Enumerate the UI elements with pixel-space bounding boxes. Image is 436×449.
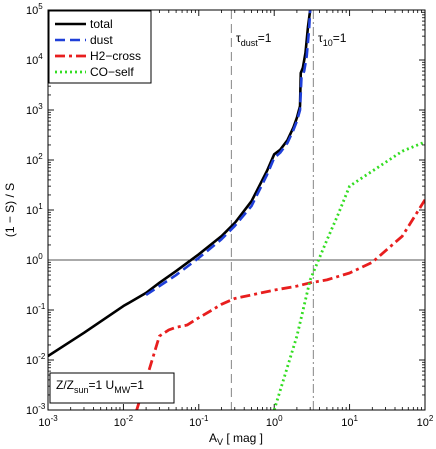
- x-tick-base: 10: [266, 417, 278, 429]
- condition-sub1: sun: [74, 385, 89, 395]
- x-tick-label: 100: [266, 414, 283, 429]
- y-tick-base: 10: [26, 5, 38, 17]
- plot-frame: [47, 9, 426, 411]
- x-tick-base: 10: [38, 417, 50, 429]
- x-tick-base: 10: [341, 417, 353, 429]
- x-tick-label: 10-2: [114, 414, 134, 429]
- condition-text: Z/Zsun=1 UMW=1: [56, 378, 144, 395]
- y-tick-base: 10: [26, 405, 38, 417]
- x-tick-base: 10: [417, 417, 429, 429]
- x-tick-label: 10-1: [189, 414, 209, 429]
- series-line-1: [48, 10, 312, 358]
- y-tick-label: 103: [26, 102, 43, 117]
- y-tick-label: 101: [26, 202, 43, 217]
- legend-label: CO−self: [90, 65, 134, 79]
- legend-entries: total dust H2−cross CO−self: [55, 17, 141, 79]
- y-tick-base: 10: [26, 355, 38, 367]
- series-line-3: [135, 199, 425, 410]
- x-axis-title-main: A: [209, 431, 217, 445]
- y-tick-label: 102: [26, 152, 43, 167]
- condition-part3: =1: [130, 378, 144, 392]
- x-tick-exponent: 1: [353, 414, 358, 423]
- tau-dust-label: τdust=1: [236, 31, 272, 48]
- y-tick-base: 10: [26, 305, 38, 317]
- tau-10-sub: 10: [323, 38, 333, 48]
- y-tick-exponent: -2: [38, 352, 46, 361]
- y-tick-base: 10: [26, 205, 38, 217]
- y-tick-label: 10-2: [26, 352, 46, 367]
- x-tick-exponent: 2: [429, 414, 434, 423]
- y-tick-base: 10: [26, 155, 38, 167]
- y-tick-exponent: -1: [38, 302, 46, 311]
- x-tick-exponent: -1: [201, 414, 209, 423]
- series-layer: [48, 10, 425, 410]
- legend-label: dust: [90, 33, 113, 47]
- tau-10-base: τ: [318, 31, 323, 45]
- condition-frame: [49, 372, 175, 404]
- y-tick-exponent: -3: [38, 402, 46, 411]
- y-tick-base: 10: [26, 105, 38, 117]
- y-tick-label: 10-1: [26, 302, 46, 317]
- legend: total dust H2−cross CO−self: [48, 10, 152, 84]
- condition-part2: =1 U: [89, 378, 115, 392]
- legend-label: total: [90, 17, 113, 31]
- x-tick-base: 10: [114, 417, 126, 429]
- x-tick-base: 10: [189, 417, 201, 429]
- condition-box: Z/Zsun=1 UMW=1: [49, 372, 175, 404]
- tau-10-rest: =1: [333, 31, 347, 45]
- y-tick-base: 10: [26, 255, 38, 267]
- x-axis-title-sub: V: [217, 437, 223, 447]
- x-tick-label: 101: [341, 414, 358, 429]
- tau-10-label: τ10=1: [318, 31, 347, 48]
- y-tick-exponent: 1: [38, 202, 43, 211]
- legend-label: H2−cross: [90, 49, 141, 63]
- x-tick-exponent: -3: [51, 414, 59, 423]
- y-tick-exponent: 2: [38, 152, 43, 161]
- y-tick-label: 10-3: [26, 402, 46, 417]
- x-axis-title-unit: [ mag ]: [223, 431, 263, 445]
- x-tick-label: 102: [417, 414, 434, 429]
- tau-dust-sub: dust: [241, 38, 259, 48]
- tau-dust-rest: =1: [258, 31, 272, 45]
- x-tick-exponent: 0: [278, 414, 283, 423]
- ticks-layer: 10-3 10-2 10-1 100 101 10210-310-210-11001011…: [26, 2, 434, 429]
- x-axis-title: AV [ mag ]: [209, 431, 263, 447]
- x-tick-label: 10-3: [38, 414, 58, 429]
- y-tick-base: 10: [26, 55, 38, 67]
- y-tick-exponent: 0: [38, 252, 43, 261]
- x-tick-exponent: -2: [126, 414, 134, 423]
- series-line-4: [272, 140, 425, 410]
- series-line-2: [145, 10, 312, 297]
- reference-layer: [48, 10, 425, 410]
- y-tick-exponent: 5: [38, 2, 43, 11]
- y-tick-label: 100: [26, 252, 43, 267]
- tau-dust-base: τ: [236, 31, 241, 45]
- y-tick-label: 105: [26, 2, 43, 17]
- y-tick-label: 104: [26, 52, 43, 67]
- y-axis-title: (1 − S) / S: [3, 183, 17, 237]
- condition-sub2: MW: [114, 385, 130, 395]
- y-tick-exponent: 3: [38, 102, 43, 111]
- y-tick-exponent: 4: [38, 52, 43, 61]
- condition-part1: Z/Z: [56, 378, 74, 392]
